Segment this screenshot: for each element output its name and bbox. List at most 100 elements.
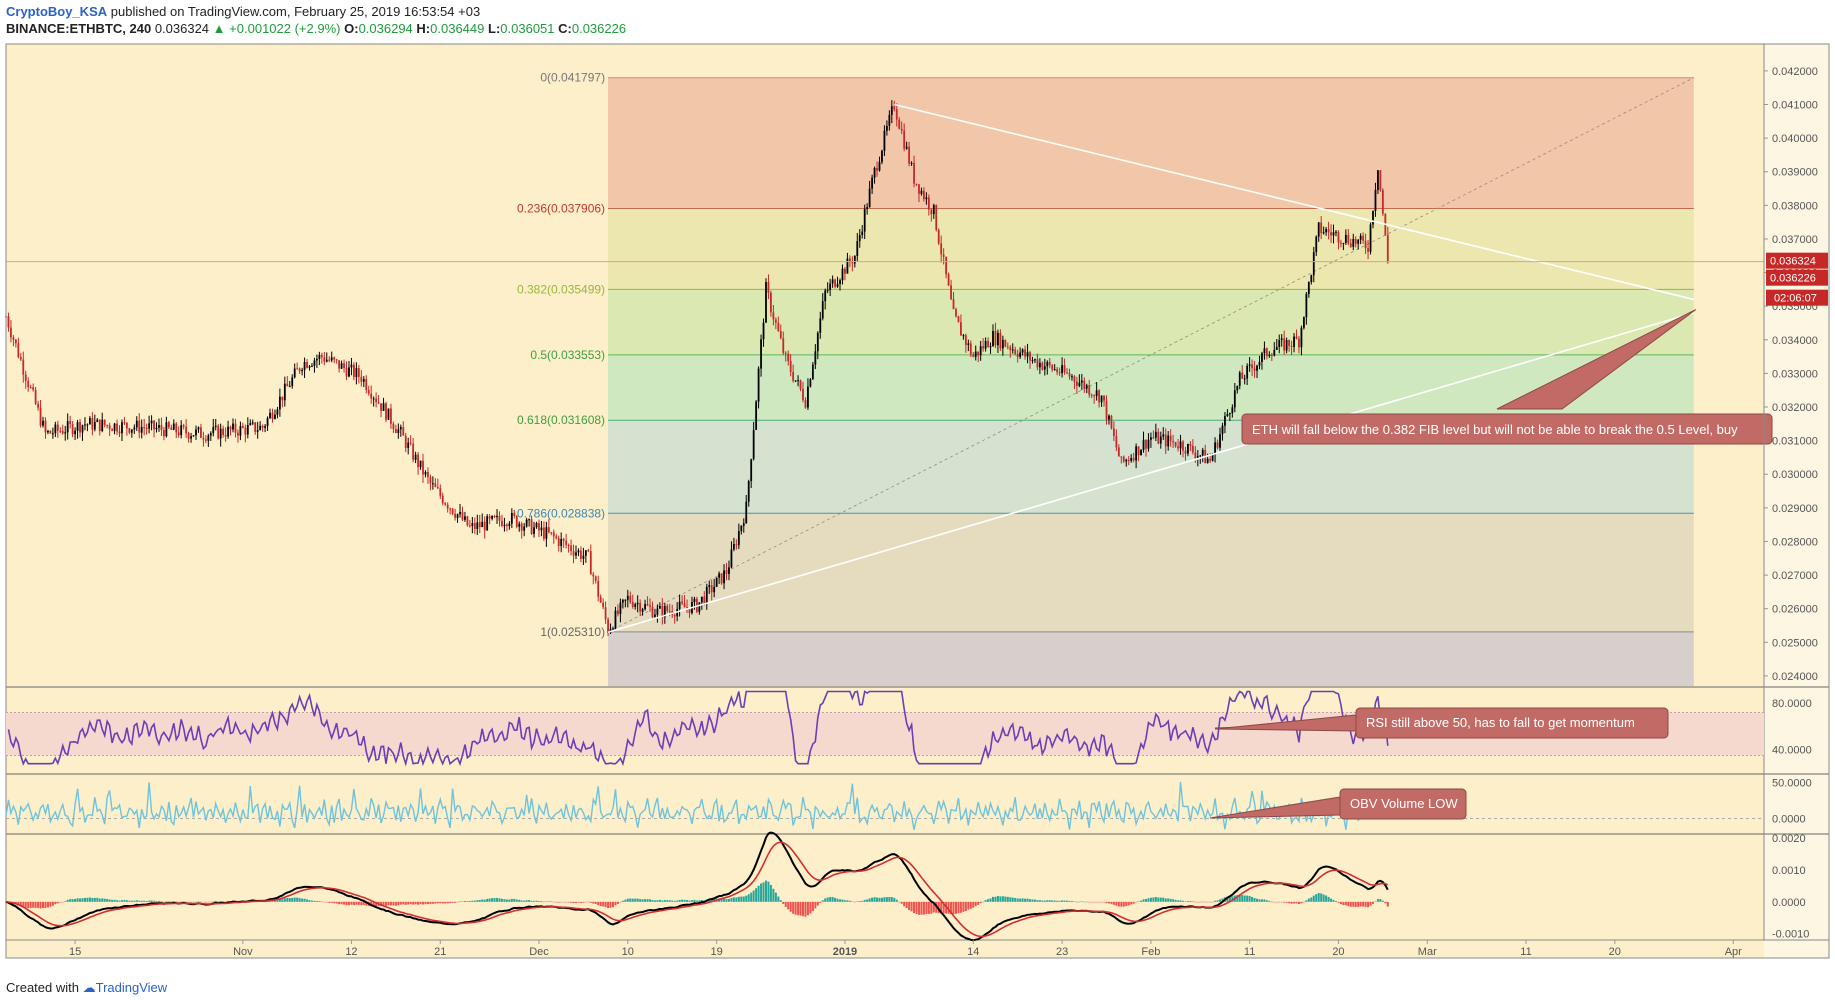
macd-histogram-bar — [1043, 900, 1046, 902]
macd-histogram-bar — [922, 901, 925, 915]
price-tick-label: 0.037000 — [1772, 234, 1818, 246]
candle-body — [784, 352, 787, 354]
candle-body — [1100, 395, 1103, 403]
macd-histogram-bar — [153, 900, 156, 902]
macd-histogram-bar — [441, 901, 444, 904]
macd-histogram-bar — [878, 897, 881, 902]
candle-body — [264, 426, 266, 428]
macd-histogram-bar — [577, 901, 580, 903]
macd-histogram-bar — [301, 898, 304, 902]
price-tick-label: 0.024000 — [1772, 671, 1818, 683]
macd-histogram-bar — [695, 900, 698, 902]
macd-histogram-bar — [214, 900, 217, 902]
macd-histogram-bar — [1362, 901, 1365, 907]
candle-body — [767, 282, 770, 293]
author-link[interactable]: CryptoBoy_KSA — [6, 4, 108, 19]
fib-level-label-0.786: 0.786(0.028838) — [517, 506, 605, 520]
candle-body — [200, 427, 202, 438]
macd-histogram-bar — [197, 901, 200, 903]
candle-body — [493, 516, 496, 518]
candle-body — [577, 550, 580, 553]
candle-body — [126, 422, 128, 429]
candle-body — [229, 426, 232, 430]
candle-body — [935, 204, 938, 230]
candle-body — [740, 525, 743, 532]
macd-histogram-bar — [525, 900, 528, 902]
candle-body — [1199, 455, 1202, 457]
macd-histogram-bar — [481, 899, 484, 902]
candle-body — [256, 430, 259, 432]
candle-body — [582, 555, 585, 559]
candle-body — [658, 605, 661, 609]
macd-histogram-bar — [787, 901, 790, 910]
candle-body — [841, 268, 844, 281]
trendline-1 — [894, 103, 1694, 301]
macd-histogram-bar — [273, 900, 276, 902]
macd-histogram-bar — [1051, 900, 1054, 902]
macd-histogram-bar — [74, 898, 77, 902]
candle-body — [234, 423, 237, 433]
macd-histogram-bar — [434, 901, 437, 904]
macd-histogram-bar — [436, 901, 439, 904]
tradingview-brand[interactable]: TradingView — [95, 980, 168, 995]
candle-body — [565, 540, 568, 545]
macd-histogram-bar — [463, 900, 466, 902]
candle-body — [163, 429, 165, 437]
macd-histogram-bar — [306, 899, 309, 902]
macd-histogram-bar — [641, 899, 644, 902]
macd-histogram-bar — [488, 898, 491, 902]
macd-histogram-bar — [745, 895, 748, 902]
macd-histogram-bar — [1142, 899, 1145, 902]
candle-body — [392, 423, 395, 429]
candle-body — [518, 523, 521, 527]
candle-body — [624, 599, 627, 601]
macd-histogram-bar — [772, 888, 775, 902]
macd-histogram-bar — [86, 897, 89, 902]
macd-histogram-bar — [550, 901, 553, 903]
macd-histogram-bar — [1221, 898, 1224, 902]
candle-body — [278, 396, 281, 410]
macd-histogram-bar — [863, 899, 866, 902]
candle-body — [333, 357, 336, 360]
macd-histogram-bar — [747, 894, 750, 902]
candle-body — [663, 605, 666, 618]
candle-body — [158, 425, 160, 428]
macd-histogram-bar — [51, 901, 54, 906]
candle-body — [422, 460, 424, 475]
candle-body — [32, 387, 35, 390]
candle-body — [977, 351, 980, 356]
macd-histogram-bar — [570, 901, 573, 903]
candle-body — [1352, 238, 1355, 247]
candle-body — [491, 516, 493, 519]
candle-body — [883, 130, 886, 151]
macd-histogram-bar — [83, 897, 86, 902]
macd-histogram-bar — [671, 900, 674, 902]
candle-body — [905, 146, 908, 149]
candle-body — [316, 358, 318, 361]
candle-body — [955, 309, 957, 317]
macd-histogram-bar — [303, 898, 306, 902]
candle-body — [204, 439, 207, 441]
candle-body — [353, 364, 355, 378]
candle-body — [1243, 378, 1246, 380]
macd-histogram-bar — [621, 900, 624, 902]
candle-body — [76, 422, 79, 431]
candle-body — [770, 292, 772, 313]
candle-body — [819, 318, 822, 333]
candle-body — [555, 536, 558, 539]
candle-body — [1359, 235, 1362, 240]
time-tick-label: 21 — [434, 946, 446, 958]
macd-histogram-bar — [1300, 901, 1303, 904]
candle-body — [910, 162, 913, 164]
macd-histogram-bar — [167, 901, 170, 902]
macd-histogram-bar — [520, 900, 523, 902]
candle-body — [1226, 413, 1229, 417]
candle-body — [7, 316, 10, 328]
candle-body — [673, 614, 676, 617]
time-tick-label: 20 — [1609, 946, 1621, 958]
macd-histogram-bar — [202, 901, 205, 903]
candle-body — [1006, 346, 1009, 348]
candle-body — [1381, 190, 1384, 214]
macd-histogram-bar — [779, 900, 782, 902]
